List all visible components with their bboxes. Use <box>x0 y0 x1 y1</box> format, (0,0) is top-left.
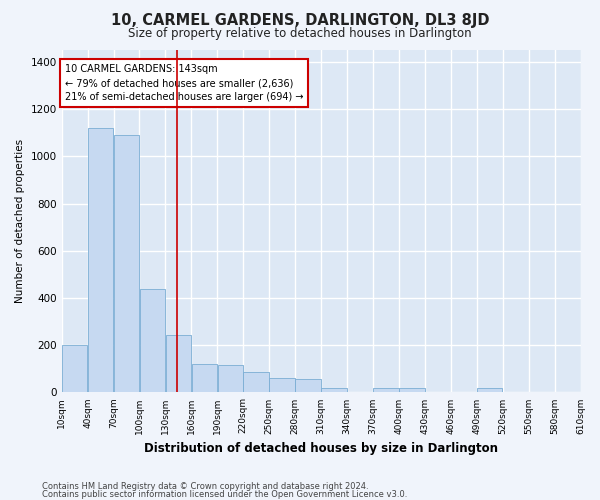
Bar <box>295 380 321 392</box>
Bar <box>244 372 269 392</box>
Text: Contains HM Land Registry data © Crown copyright and database right 2024.: Contains HM Land Registry data © Crown c… <box>42 482 368 491</box>
Bar <box>477 388 502 392</box>
Text: 10 CARMEL GARDENS: 143sqm
← 79% of detached houses are smaller (2,636)
21% of se: 10 CARMEL GARDENS: 143sqm ← 79% of detac… <box>65 64 304 102</box>
Bar <box>114 135 139 392</box>
Bar <box>191 364 217 392</box>
Bar <box>399 388 425 392</box>
Bar <box>88 128 113 392</box>
Bar <box>321 388 347 392</box>
X-axis label: Distribution of detached houses by size in Darlington: Distribution of detached houses by size … <box>144 442 498 455</box>
Y-axis label: Number of detached properties: Number of detached properties <box>15 139 25 304</box>
Bar <box>140 288 165 393</box>
Text: 10, CARMEL GARDENS, DARLINGTON, DL3 8JD: 10, CARMEL GARDENS, DARLINGTON, DL3 8JD <box>111 12 489 28</box>
Bar <box>62 345 88 393</box>
Bar <box>373 388 398 392</box>
Text: Size of property relative to detached houses in Darlington: Size of property relative to detached ho… <box>128 28 472 40</box>
Bar <box>269 378 295 392</box>
Bar <box>166 334 191 392</box>
Text: Contains public sector information licensed under the Open Government Licence v3: Contains public sector information licen… <box>42 490 407 499</box>
Bar <box>218 366 243 392</box>
